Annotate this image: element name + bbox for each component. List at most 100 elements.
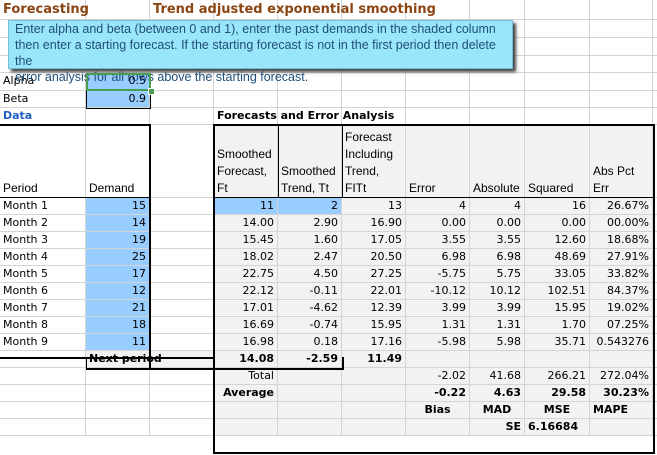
demand-input[interactable]: 17 (86, 266, 150, 283)
abs-cell[interactable]: 4 (470, 198, 525, 215)
empty-cell[interactable] (653, 351, 657, 368)
empty-cell[interactable] (470, 91, 525, 108)
demand-input[interactable]: 18 (86, 317, 150, 334)
header-smoothed-forecast[interactable]: Smoothed Forecast, Ft (214, 125, 278, 198)
fit-cell[interactable]: 12.39 (342, 300, 406, 317)
total-error[interactable]: -2.02 (406, 368, 470, 385)
alpha-label[interactable]: Alpha (0, 73, 86, 91)
error-cell[interactable]: 6.98 (406, 249, 470, 266)
sq-cell[interactable]: 16 (525, 198, 590, 215)
empty-cell[interactable] (278, 73, 342, 91)
period-cell[interactable]: Month 6 (0, 283, 86, 300)
empty-cell[interactable] (150, 385, 214, 402)
empty-cell[interactable] (86, 402, 150, 419)
empty-cell[interactable] (150, 283, 214, 300)
se-value[interactable]: 6.16684 (525, 419, 590, 436)
abs-cell[interactable]: 5.98 (470, 334, 525, 351)
empty-cell[interactable] (653, 334, 657, 351)
empty-gray[interactable] (406, 419, 470, 436)
empty-cell[interactable] (653, 108, 657, 125)
mape-label[interactable]: MAPE (590, 402, 653, 419)
tt-cell[interactable]: -4.62 (278, 300, 342, 317)
header-fit[interactable]: Forecast Including Trend, FITt (342, 125, 406, 198)
empty-cell[interactable] (150, 402, 214, 419)
fit-cell[interactable]: 27.25 (342, 266, 406, 283)
fit-cell[interactable]: 13 (342, 198, 406, 215)
empty-gray[interactable] (214, 402, 278, 419)
empty-cell[interactable] (150, 91, 214, 108)
empty-cell[interactable] (470, 0, 525, 20)
ape-cell[interactable]: 26.67% (590, 198, 653, 215)
fit-cell[interactable]: 17.16 (342, 334, 406, 351)
empty-cell[interactable] (653, 215, 657, 232)
analysis-section-label[interactable]: Forecasts and Error Analysis (214, 108, 470, 125)
ft-cell[interactable]: 16.98 (214, 334, 278, 351)
empty-gray[interactable] (590, 419, 653, 436)
average-label[interactable]: Average (214, 385, 278, 402)
empty-cell[interactable] (653, 56, 657, 73)
demand-input[interactable]: 25 (86, 249, 150, 266)
error-cell[interactable]: 3.99 (406, 300, 470, 317)
ape-cell[interactable]: 84.37% (590, 283, 653, 300)
empty-cell[interactable] (0, 351, 86, 368)
sq-cell[interactable]: 12.60 (525, 232, 590, 249)
bias-label[interactable]: Bias (406, 402, 470, 419)
next-fit[interactable]: 11.49 (342, 351, 406, 368)
total-ape[interactable]: 272.04% (590, 368, 653, 385)
empty-cell[interactable] (150, 215, 214, 232)
abs-cell[interactable]: 10.12 (470, 283, 525, 300)
empty-gray[interactable] (342, 402, 406, 419)
abs-cell[interactable]: 5.75 (470, 266, 525, 283)
abs-cell[interactable]: 3.55 (470, 232, 525, 249)
ape-cell[interactable]: 27.91% (590, 249, 653, 266)
total-sq[interactable]: 266.21 (525, 368, 590, 385)
period-cell[interactable]: Month 7 (0, 300, 86, 317)
empty-cell[interactable] (470, 108, 525, 125)
empty-cell[interactable] (525, 56, 590, 73)
ape-cell[interactable]: 0.543276 (590, 334, 653, 351)
demand-input[interactable]: 14 (86, 215, 150, 232)
error-cell[interactable]: 4 (406, 198, 470, 215)
next-tt[interactable]: -2.59 (278, 351, 342, 368)
error-cell[interactable]: 1.31 (406, 317, 470, 334)
empty-cell[interactable] (214, 91, 278, 108)
empty-cell[interactable] (590, 20, 653, 38)
empty-cell[interactable] (0, 368, 86, 385)
fit-cell[interactable]: 16.90 (342, 215, 406, 232)
empty-cell[interactable] (86, 419, 150, 436)
error-cell[interactable]: -5.75 (406, 266, 470, 283)
empty-cell[interactable] (525, 91, 590, 108)
empty-cell[interactable] (86, 385, 150, 402)
mad-value[interactable]: 4.63 (470, 385, 525, 402)
empty-cell[interactable] (653, 300, 657, 317)
empty-cell[interactable] (590, 0, 653, 20)
empty-gray[interactable] (342, 419, 406, 436)
tt-cell[interactable]: 4.50 (278, 266, 342, 283)
se-label[interactable]: SE (470, 419, 525, 436)
empty-cell[interactable] (653, 0, 657, 20)
empty-cell[interactable] (150, 125, 214, 198)
empty-cell[interactable] (653, 20, 657, 38)
empty-cell[interactable] (653, 198, 657, 215)
header-abs-pct-err[interactable]: Abs Pct Err (590, 125, 653, 198)
beta-input[interactable]: 0.9 (86, 91, 150, 108)
empty-cell[interactable] (653, 317, 657, 334)
empty-gray[interactable] (406, 351, 470, 368)
sq-cell[interactable]: 1.70 (525, 317, 590, 334)
empty-cell[interactable] (590, 38, 653, 56)
total-label[interactable]: Total (214, 368, 278, 385)
tt-cell[interactable]: 0.18 (278, 334, 342, 351)
error-cell[interactable]: 0.00 (406, 215, 470, 232)
period-cell[interactable]: Month 2 (0, 215, 86, 232)
tt-cell[interactable]: 2.90 (278, 215, 342, 232)
empty-gray[interactable] (214, 419, 278, 436)
ape-cell[interactable]: 18.68% (590, 232, 653, 249)
mad-label[interactable]: MAD (470, 402, 525, 419)
empty-cell[interactable] (653, 125, 657, 198)
empty-cell[interactable] (0, 419, 86, 436)
empty-gray[interactable] (278, 368, 342, 385)
header-smoothed-trend[interactable]: Smoothed Trend, Tt (278, 125, 342, 198)
header-demand[interactable]: Demand (86, 125, 150, 198)
tt-cell[interactable]: -0.74 (278, 317, 342, 334)
empty-cell[interactable] (590, 91, 653, 108)
